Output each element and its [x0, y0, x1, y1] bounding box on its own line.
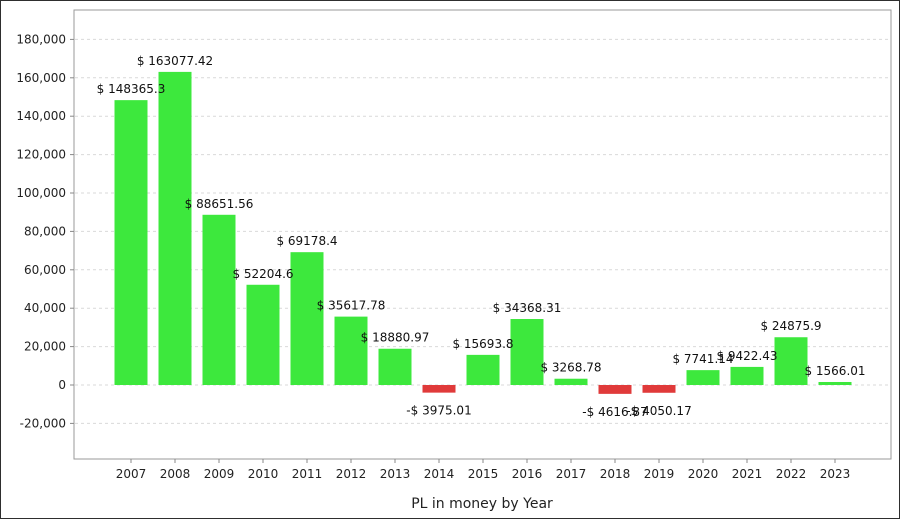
data-label-2011: $ 69178.4 — [276, 234, 337, 248]
bars — [114, 71, 852, 394]
x-tick-label-2019: 2019 — [644, 467, 675, 481]
x-tick-label-2008: 2008 — [160, 467, 191, 481]
bar-2018 — [598, 385, 632, 394]
data-label-2007: $ 148365.3 — [97, 82, 166, 96]
x-tick-label-2009: 2009 — [204, 467, 235, 481]
y-tick-label: 40,000 — [24, 301, 66, 315]
y-axis-ticks: -20,000 0 20,000 40,000 60,000 80,000 100,000 1… — [16, 32, 74, 430]
x-tick-label-2012: 2012 — [336, 467, 367, 481]
x-tick-label-2011: 2011 — [292, 467, 323, 481]
x-tick-label-2020: 2020 — [688, 467, 719, 481]
bar-2016 — [510, 319, 544, 385]
y-tick-label: 180,000 — [16, 32, 66, 46]
data-label-2022: $ 24875.9 — [760, 319, 821, 333]
x-axis-title: PL in money by Year — [411, 496, 553, 512]
data-label-2018: -$ 4616.87 — [582, 405, 647, 419]
x-tick-label-2010: 2010 — [248, 467, 279, 481]
data-label-2008: $ 163077.42 — [137, 54, 213, 68]
bar-2023 — [818, 381, 852, 385]
bar-2009 — [202, 214, 236, 385]
data-labels: $ 148365.3 $ 163077.42 $ 88651.56 $ 52204.6… — [97, 54, 866, 419]
data-label-2021: $ 9422.43 — [716, 349, 777, 363]
x-tick-label-2021: 2021 — [732, 467, 763, 481]
x-tick-label-2017: 2017 — [556, 467, 587, 481]
x-tick-label-2013: 2013 — [380, 467, 411, 481]
bar-2008 — [158, 71, 192, 385]
x-tick-label-2015: 2015 — [468, 467, 499, 481]
bar-2013 — [378, 348, 412, 385]
x-tick-label-2014: 2014 — [424, 467, 455, 481]
bar-2010 — [246, 284, 280, 385]
y-tick-label: 0 — [58, 378, 66, 392]
data-label-2012: $ 35617.78 — [317, 299, 386, 313]
y-tick-label: 100,000 — [16, 186, 66, 200]
y-tick-label: 160,000 — [16, 71, 66, 85]
data-label-2020: $ 7741.14 — [672, 352, 733, 366]
data-label-2019: -$ 4050.17 — [626, 404, 691, 418]
x-tick-label-2023: 2023 — [820, 467, 851, 481]
y-tick-label: 120,000 — [16, 148, 66, 162]
y-tick-label: 20,000 — [24, 340, 66, 354]
data-label-2017: $ 3268.78 — [540, 361, 601, 375]
x-axis-ticks: 2007 2008 2009 2010 2011 2012 2013 2014 2015 2016… — [116, 459, 851, 481]
bar-2014 — [422, 385, 456, 393]
x-tick-label-2018: 2018 — [600, 467, 631, 481]
x-tick-label-2016: 2016 — [512, 467, 543, 481]
bar-2012 — [334, 316, 368, 385]
bar-2022 — [774, 337, 808, 385]
y-tick-label: 60,000 — [24, 263, 66, 277]
data-label-2013: $ 18880.97 — [361, 331, 430, 345]
data-label-2023: $ 1566.01 — [804, 364, 865, 378]
x-tick-label-2022: 2022 — [776, 467, 807, 481]
x-tick-label-2007: 2007 — [116, 467, 147, 481]
bar-2011 — [290, 252, 324, 385]
bar-2017 — [554, 378, 588, 385]
data-label-2015: $ 15693.8 — [452, 337, 513, 351]
data-label-2014: -$ 3975.01 — [406, 404, 471, 418]
y-tick-label: -20,000 — [20, 416, 66, 430]
data-label-2016: $ 34368.31 — [493, 301, 562, 315]
data-label-2010: $ 52204.6 — [232, 267, 293, 281]
bar-2019 — [642, 385, 676, 393]
bar-2007 — [114, 100, 148, 386]
bar-2020 — [686, 370, 720, 385]
bar-2021 — [730, 366, 764, 385]
bar-2015 — [466, 354, 500, 385]
y-tick-label: 140,000 — [16, 109, 66, 123]
y-tick-label: 80,000 — [24, 224, 66, 238]
data-label-2009: $ 88651.56 — [185, 197, 254, 211]
